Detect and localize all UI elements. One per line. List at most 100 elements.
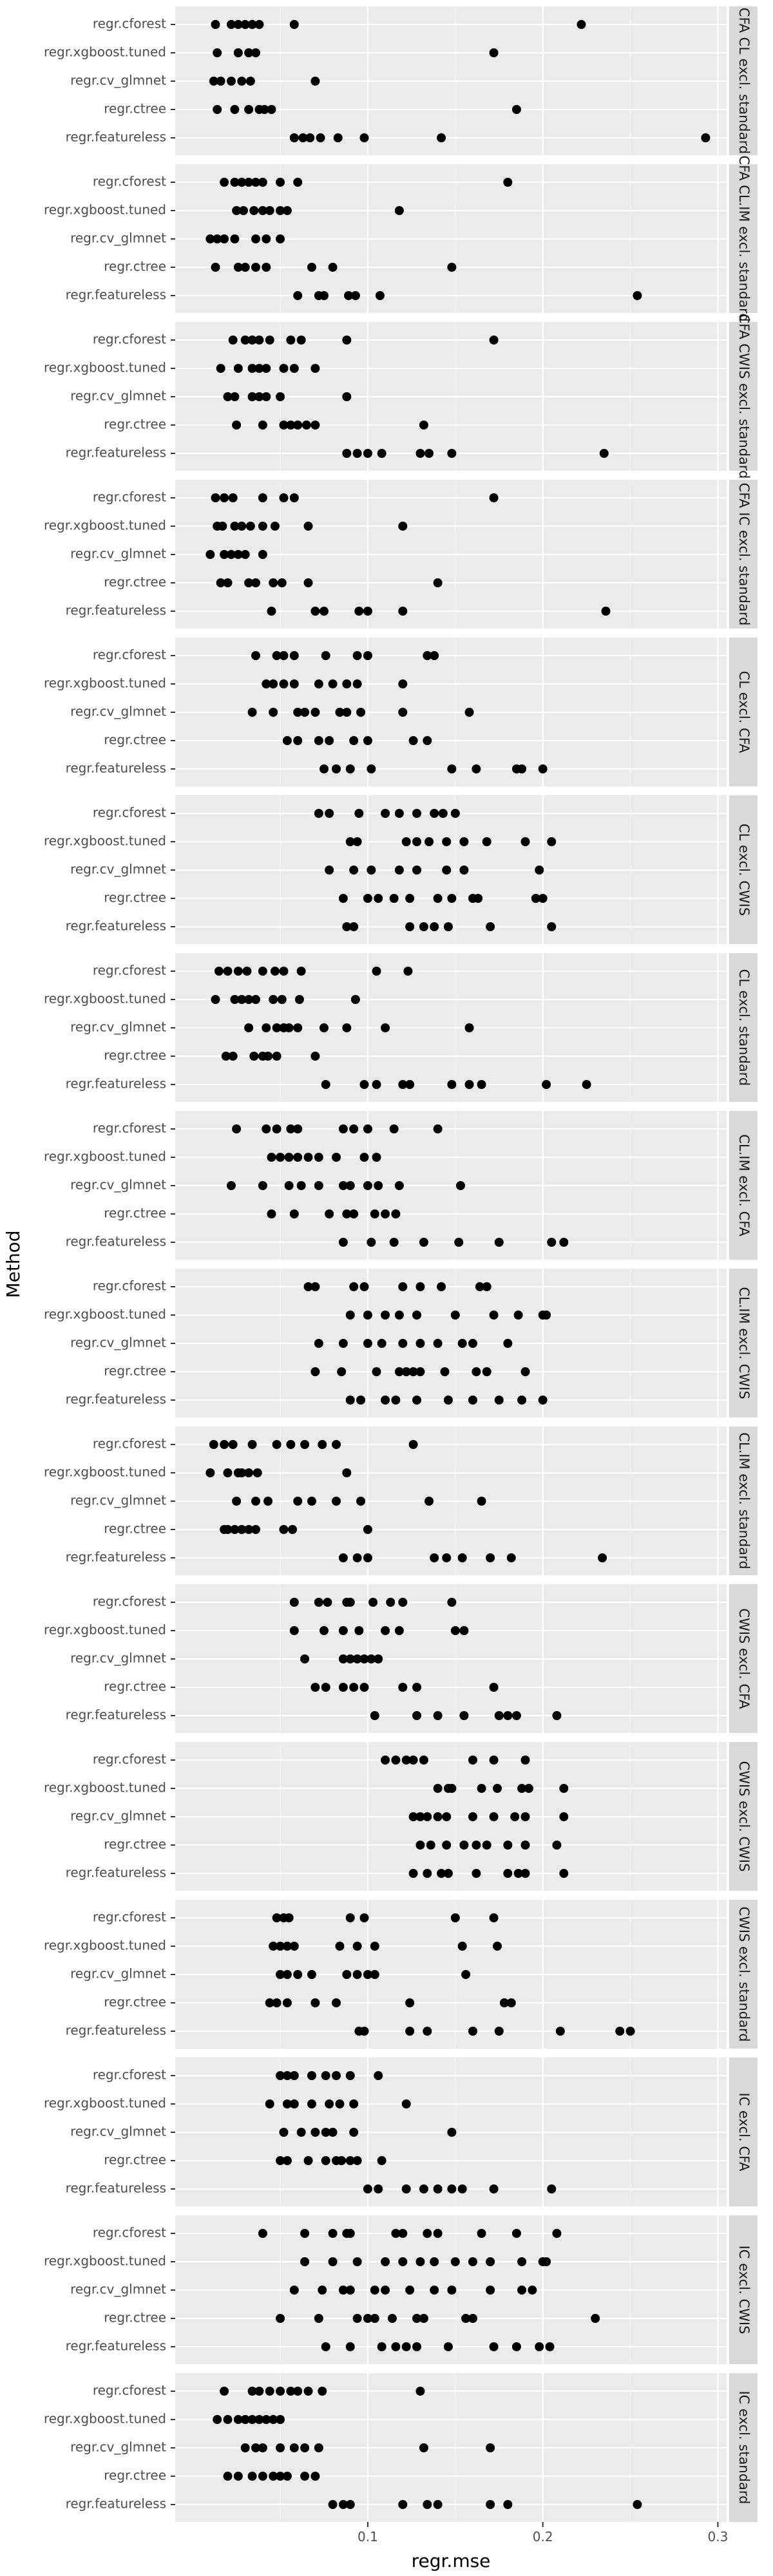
data-point xyxy=(503,1841,513,1850)
data-point xyxy=(559,1238,569,1247)
data-point xyxy=(289,1942,299,1951)
data-point xyxy=(374,1181,383,1190)
data-point xyxy=(457,1553,467,1562)
data-point xyxy=(267,105,276,114)
facet-strip xyxy=(729,1426,758,1575)
data-point xyxy=(328,2500,338,2509)
data-point xyxy=(633,291,642,300)
data-point xyxy=(319,607,329,616)
data-point xyxy=(282,1998,292,2007)
data-point xyxy=(468,2314,477,2323)
data-point xyxy=(372,967,381,976)
data-point xyxy=(381,1023,390,1032)
data-point xyxy=(325,2099,334,2108)
data-point xyxy=(342,1023,352,1032)
data-point xyxy=(279,493,289,502)
data-point xyxy=(244,48,254,57)
data-point xyxy=(363,1339,372,1348)
data-point xyxy=(318,2286,327,2295)
data-point xyxy=(352,679,362,688)
data-point xyxy=(228,1052,238,1061)
data-point xyxy=(300,2472,310,2481)
data-point xyxy=(338,2500,348,2509)
y-tick-label: regr.xgboost.tuned xyxy=(44,1938,166,1953)
data-point xyxy=(237,1468,247,1477)
data-point xyxy=(226,550,236,559)
data-point xyxy=(310,77,320,86)
data-point xyxy=(412,866,422,875)
data-point xyxy=(233,364,243,373)
data-point xyxy=(412,1311,422,1320)
data-point xyxy=(321,2342,330,2351)
data-point xyxy=(405,922,415,931)
data-point xyxy=(363,449,372,458)
data-point xyxy=(319,764,329,773)
y-tick-label: regr.ctree xyxy=(104,2468,166,2483)
data-point xyxy=(232,1124,242,1133)
data-point xyxy=(468,1812,477,1821)
data-point xyxy=(408,1367,418,1376)
data-point xyxy=(535,2342,544,2351)
data-point xyxy=(276,178,285,187)
data-point xyxy=(332,764,341,773)
data-point xyxy=(423,2027,432,2036)
data-point xyxy=(223,1525,233,1534)
data-point xyxy=(363,1525,372,1534)
data-point xyxy=(374,894,383,903)
data-point xyxy=(303,2156,313,2165)
y-tick-label: regr.cforest xyxy=(93,2225,166,2240)
data-point xyxy=(363,1970,372,1979)
y-tick-label: regr.featureless xyxy=(66,445,166,460)
y-tick-label: regr.cv_glmnet xyxy=(70,704,166,719)
data-point xyxy=(254,20,264,29)
data-point xyxy=(381,809,390,818)
data-point xyxy=(350,995,360,1004)
data-point xyxy=(230,105,240,114)
data-point xyxy=(282,2156,292,2165)
data-point xyxy=(447,1598,457,1607)
data-point xyxy=(457,2184,467,2193)
data-point xyxy=(305,133,315,142)
data-point xyxy=(345,2286,355,2295)
data-point xyxy=(359,1080,369,1089)
data-point xyxy=(437,1869,446,1878)
data-point xyxy=(401,2184,411,2193)
data-point xyxy=(289,1209,299,1218)
y-tick-label: regr.cv_glmnet xyxy=(70,1493,166,1508)
data-point xyxy=(276,1153,285,1162)
data-point xyxy=(398,2257,408,2266)
y-tick-label: regr.featureless xyxy=(66,918,166,934)
data-point xyxy=(494,1396,504,1405)
data-point xyxy=(531,894,540,903)
data-point xyxy=(221,1052,231,1061)
data-point xyxy=(517,1396,527,1405)
data-point xyxy=(359,1654,369,1663)
data-point xyxy=(332,2071,341,2080)
y-tick-label: regr.featureless xyxy=(66,2023,166,2038)
data-point xyxy=(233,2415,243,2424)
x-tick-label: 0.2 xyxy=(533,2529,553,2544)
data-point xyxy=(419,922,428,931)
data-point xyxy=(403,967,413,976)
data-point xyxy=(279,421,289,430)
data-point xyxy=(381,1209,390,1218)
data-point xyxy=(450,2257,460,2266)
data-point xyxy=(352,837,362,846)
data-point xyxy=(419,421,428,430)
data-point xyxy=(506,1553,516,1562)
facet-strip-label: CFA CWIS excl. standard xyxy=(736,314,752,479)
data-point xyxy=(286,421,296,430)
data-point xyxy=(262,364,271,373)
data-point xyxy=(258,178,267,187)
data-point xyxy=(300,1654,310,1663)
data-point xyxy=(237,995,247,1004)
data-point xyxy=(415,1367,425,1376)
data-point xyxy=(412,1711,422,1720)
y-tick-label: regr.cforest xyxy=(93,1909,166,1925)
data-point xyxy=(293,178,303,187)
data-point xyxy=(457,1942,467,1951)
data-point xyxy=(213,105,222,114)
data-point xyxy=(325,866,334,875)
data-point xyxy=(482,1282,491,1291)
data-point xyxy=(335,2099,345,2108)
